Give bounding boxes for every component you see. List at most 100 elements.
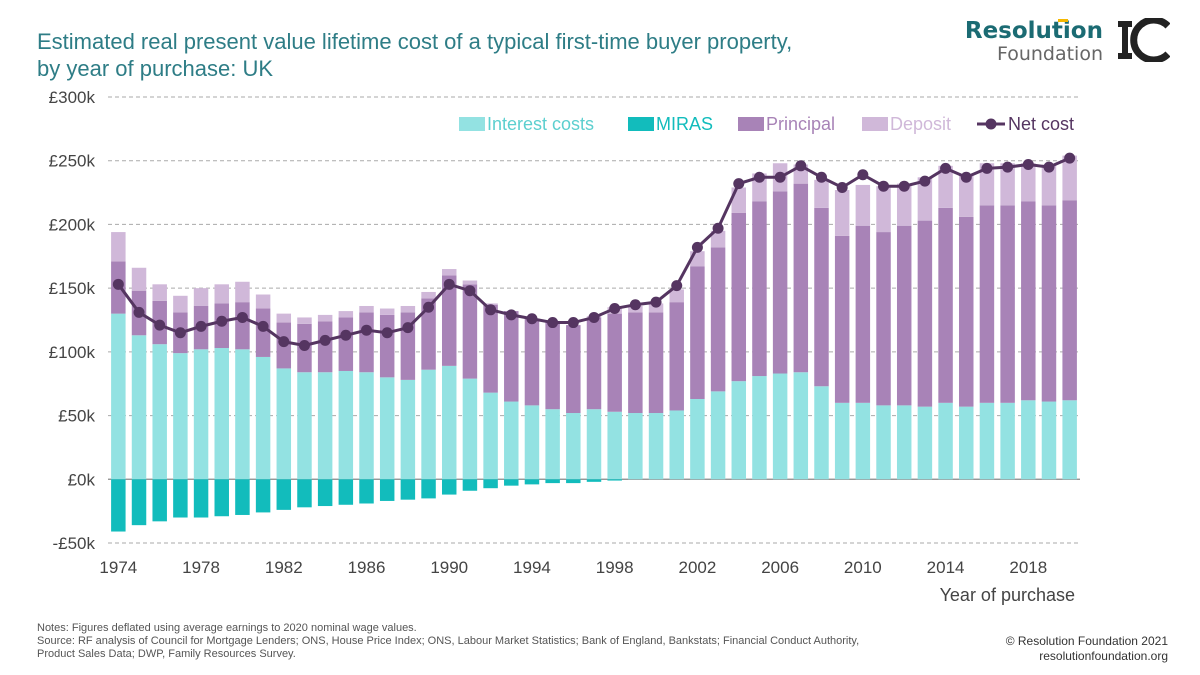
net-cost-point [712,222,724,234]
logo-accent-mark [1058,19,1068,22]
legend-miras-label: MIRAS [656,114,713,134]
bar-interest-costs [834,402,850,480]
net-cost-point [547,317,559,329]
bar-principal [379,314,395,378]
legend-principal: Principal [738,114,835,134]
bar-interest-costs [152,344,167,480]
legend-miras: MIRAS [628,114,713,134]
bar-interest-costs [317,372,333,480]
bar-miras [421,479,436,499]
bar-interest-costs [896,405,912,480]
chart-canvas: -£50k £0k £50k £100k £150k £200k £250k £300k 19… [49,88,1080,577]
bar-deposit [1041,164,1057,206]
resolution-foundation-logo: Resolution Foundation [963,18,1103,64]
copyright-text: © Resolution Foundation 2021 [1005,634,1168,648]
bar-principal [938,207,953,403]
x-tick-label: 2018 [1009,558,1047,577]
bar-interest-costs [772,373,788,480]
bar-deposit [441,269,457,276]
bar-principal [504,311,519,402]
bar-miras [607,479,622,481]
bar-deposit [235,281,250,303]
bar-miras [131,479,147,526]
bar-interest-costs [690,399,705,480]
bar-miras [400,479,416,500]
bar-deposit [173,295,188,313]
bar-deposit [317,314,333,322]
chart-title-line1: Estimated real present value lifetime co… [37,29,793,54]
bar-interest-costs [173,353,188,480]
bar-principal [524,318,540,406]
bar-deposit [1062,155,1077,201]
bar-interest-costs [111,313,126,480]
bar-interest-costs [524,405,540,480]
bar-interest-costs [421,369,436,480]
net-cost-point [257,320,269,332]
chart-title: Estimated real present value lifetime co… [37,28,937,82]
bar-deposit [152,284,167,301]
net-cost-point [671,280,683,292]
bar-miras [483,479,498,489]
bar-principal [731,212,747,382]
bar-deposit [400,305,416,313]
x-axis-tick-labels: 1974 1978 1982 1986 1990 1994 1998 2002 2006 2010… [99,558,1047,577]
bar-principal [793,183,809,373]
bar-miras [545,479,560,484]
bar-miras [297,479,312,508]
bar-principal [317,321,333,373]
bar-principal [338,317,354,371]
bar-deposit [193,288,209,306]
bar-interest-costs [669,410,684,480]
bar-deposit [1000,163,1015,206]
legend-deposit-label: Deposit [890,114,951,134]
net-cost-point [981,162,993,174]
bar-interest-costs [1000,402,1015,480]
bar-miras [317,479,333,507]
net-cost-point [774,171,786,183]
bar-deposit [255,294,271,309]
bar-principal [566,325,581,414]
y-tick-label: -£50k [52,534,95,553]
legend-net-cost: Net cost [977,114,1074,134]
legend-deposit: Deposit [862,114,951,134]
bar-interest-costs [338,370,354,480]
chart-title-line2: by year of purchase: UK [37,56,274,81]
notes-line3: Product Sales Data; DWP, Family Resource… [37,648,296,660]
bar-principal [896,225,912,406]
net-cost-point [898,180,910,192]
bar-miras [566,479,581,484]
bar-miras [193,479,209,518]
bar-miras [173,479,188,518]
bar-principal [359,312,374,373]
bar-principal [648,312,664,414]
bar-deposit [483,303,498,305]
logo-brand-line2: Foundation [996,43,1103,65]
net-cost-point [402,322,414,334]
bar-deposit [917,177,933,221]
bar-principal [235,302,250,350]
net-cost-point [195,320,207,332]
chart-legend: Interest costs MIRAS Principal Deposit Net c… [459,114,1074,134]
logo-brand-line1: Resolution [964,18,1103,44]
bar-principal [876,232,891,406]
bar-principal [1062,200,1077,401]
bar-interest-costs [504,401,519,480]
y-tick-label: £250k [49,152,96,171]
bar-interest-costs [379,377,395,480]
bar-interest-costs [710,391,726,480]
bar-principal [441,275,457,366]
bar-principal [1041,205,1057,402]
bar-interest-costs [131,335,147,480]
net-cost-point [1022,159,1034,171]
bar-deposit [979,163,995,206]
bar-interest-costs [979,402,995,480]
website-url: resolutionfoundation.org [1039,649,1168,663]
net-cost-point [154,319,166,331]
net-cost-point [795,160,807,172]
net-cost-point [836,181,848,193]
bar-interest-costs [400,379,416,480]
bar-deposit [276,313,292,323]
bar-deposit [1021,163,1036,202]
bar-principal [855,225,871,403]
bar-interest-costs [441,365,457,480]
